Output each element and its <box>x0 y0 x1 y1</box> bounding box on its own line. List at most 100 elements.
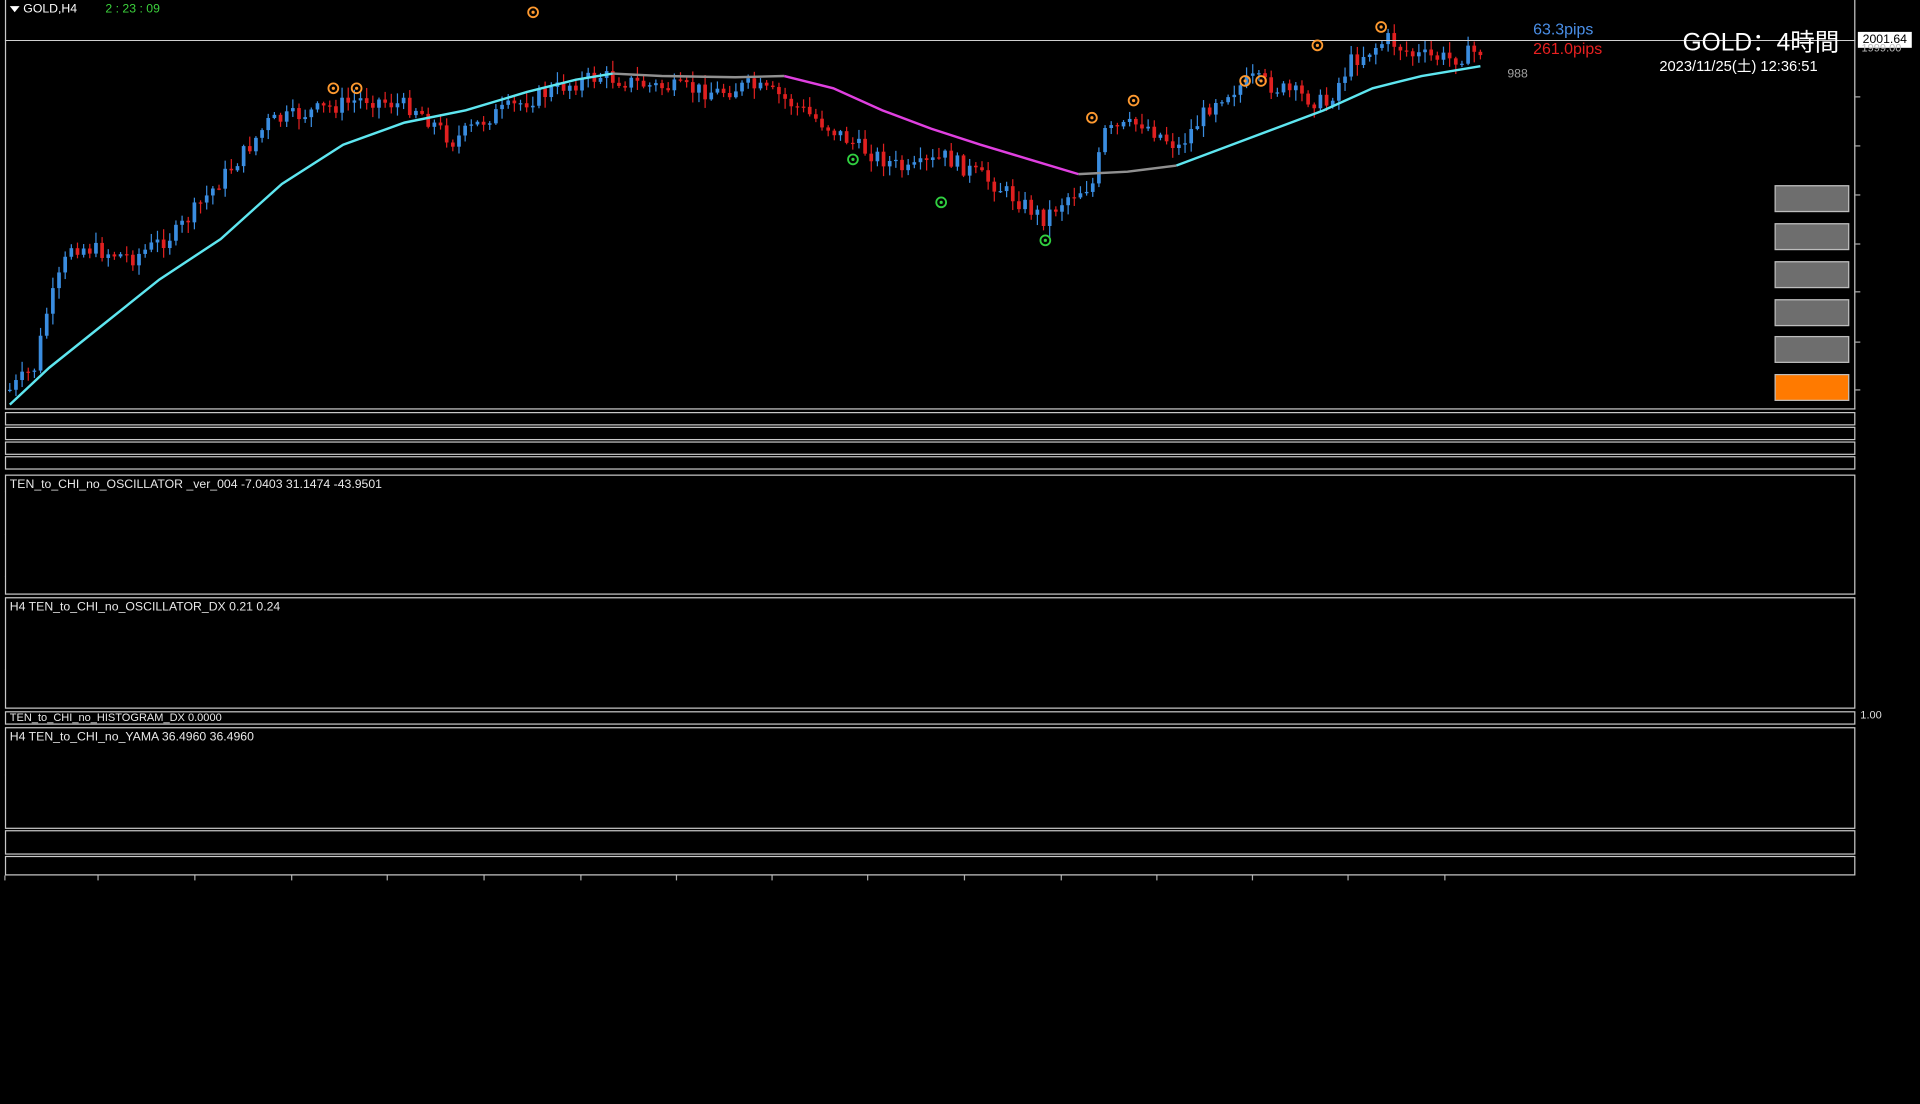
candle-body <box>383 100 387 103</box>
orange-signal-dot <box>1132 99 1135 102</box>
candle-body <box>937 157 941 158</box>
candle-body <box>574 86 578 91</box>
candle-body <box>876 152 880 162</box>
candle-body <box>377 100 381 108</box>
candle-body <box>857 139 861 143</box>
histogram-row-pane[interactable] <box>5 456 1856 469</box>
candle-body <box>789 99 793 106</box>
candle-body <box>999 191 1003 192</box>
candle-body <box>968 166 972 176</box>
candle-body <box>1325 95 1329 106</box>
candle-body <box>900 160 904 170</box>
ma-cyan-line-2 <box>1176 66 1480 165</box>
candle-body <box>1109 125 1113 128</box>
candle-body <box>1442 53 1446 60</box>
candle-body <box>1435 55 1439 59</box>
pips-value-2: 261.0pips <box>1533 39 1602 57</box>
candle-body <box>162 240 166 248</box>
candle-body <box>839 131 843 135</box>
candle-body <box>1251 73 1255 75</box>
candle-body <box>673 79 677 90</box>
histogram-row-pane[interactable] <box>5 427 1856 440</box>
candle-body <box>20 372 24 380</box>
candle-body <box>1454 58 1458 64</box>
candle-body <box>285 111 289 121</box>
candle-body <box>679 79 683 80</box>
candle-body <box>1380 44 1384 48</box>
candle-body <box>273 115 277 118</box>
candle-body <box>469 124 473 125</box>
candle-body <box>211 189 215 196</box>
candle-body <box>8 390 12 391</box>
candle-body <box>346 98 350 103</box>
candle-body <box>1429 50 1433 56</box>
candle-body <box>1239 85 1243 94</box>
oscillator-pane[interactable] <box>5 475 1856 595</box>
multiplier-button-5-0[interactable] <box>1775 185 1850 212</box>
candle-body <box>82 249 86 255</box>
candle-body <box>39 336 43 371</box>
candle-body <box>1085 192 1089 193</box>
multiplier-button-3-0[interactable] <box>1775 261 1850 288</box>
histogram-row-pane[interactable] <box>5 412 1856 425</box>
candle-body <box>482 122 486 125</box>
orange-signal-dot <box>1244 79 1247 82</box>
candle-body <box>57 272 61 288</box>
candle-body <box>217 189 221 190</box>
candle-body <box>137 254 141 265</box>
candle-body <box>808 107 812 114</box>
histogram-row-pane[interactable] <box>5 441 1856 454</box>
candle-body <box>236 166 240 170</box>
candle-body <box>199 202 203 203</box>
orange-signal-dot <box>1380 25 1383 28</box>
candle-body <box>759 83 763 89</box>
candle-body <box>660 83 664 88</box>
candle-body <box>149 242 153 249</box>
chart-menu-icon[interactable] <box>10 6 20 12</box>
candle-body <box>1023 200 1027 209</box>
candle-body <box>143 250 147 254</box>
price-small-label: 1999.00 <box>1862 42 1902 54</box>
candle-body <box>420 111 424 114</box>
candle-body <box>642 81 646 87</box>
yama-title: H4 TEN_to_CHI_no_YAMA 36.4960 36.4960 <box>10 731 254 744</box>
candle-body <box>1072 197 1076 198</box>
candle-body <box>279 115 283 122</box>
candle-body <box>654 83 658 85</box>
candle-body <box>88 249 92 254</box>
histogram-dx-axis: 1.00 <box>1860 709 1881 721</box>
yama-pane[interactable] <box>5 727 1856 829</box>
candle-body <box>1466 46 1470 64</box>
default-button[interactable] <box>1775 374 1850 401</box>
candle-body <box>1079 193 1083 197</box>
multiplier-button-4-0[interactable] <box>1775 223 1850 250</box>
candle-body <box>1337 83 1341 101</box>
candle-body <box>174 225 178 241</box>
candle-body <box>1319 95 1323 108</box>
candle-body <box>1269 77 1273 92</box>
candle-body <box>636 78 640 81</box>
candle-body <box>248 146 252 151</box>
candle-body <box>254 138 258 151</box>
aux-number: 988 <box>1507 67 1527 80</box>
candle-body <box>119 254 123 256</box>
candle-body <box>125 254 129 255</box>
candle-body <box>193 202 197 222</box>
dx-pane[interactable] <box>5 597 1856 709</box>
candle-body <box>433 123 437 127</box>
candle-body <box>1460 64 1464 65</box>
multiplier-button-2-0[interactable] <box>1775 299 1850 326</box>
candle-body <box>906 165 910 170</box>
histogram-dx-pane[interactable] <box>5 711 1856 724</box>
candle-body <box>463 126 467 136</box>
candle-body <box>1159 135 1163 138</box>
multiplier-button-1-0[interactable] <box>1775 336 1850 363</box>
candle-body <box>1276 92 1280 93</box>
candle-body <box>1349 54 1353 76</box>
candle-body <box>1306 94 1310 105</box>
candle-body <box>531 106 535 108</box>
candle-body <box>962 155 966 175</box>
candle-body <box>1091 183 1095 192</box>
green-signal-dot <box>1044 239 1047 242</box>
